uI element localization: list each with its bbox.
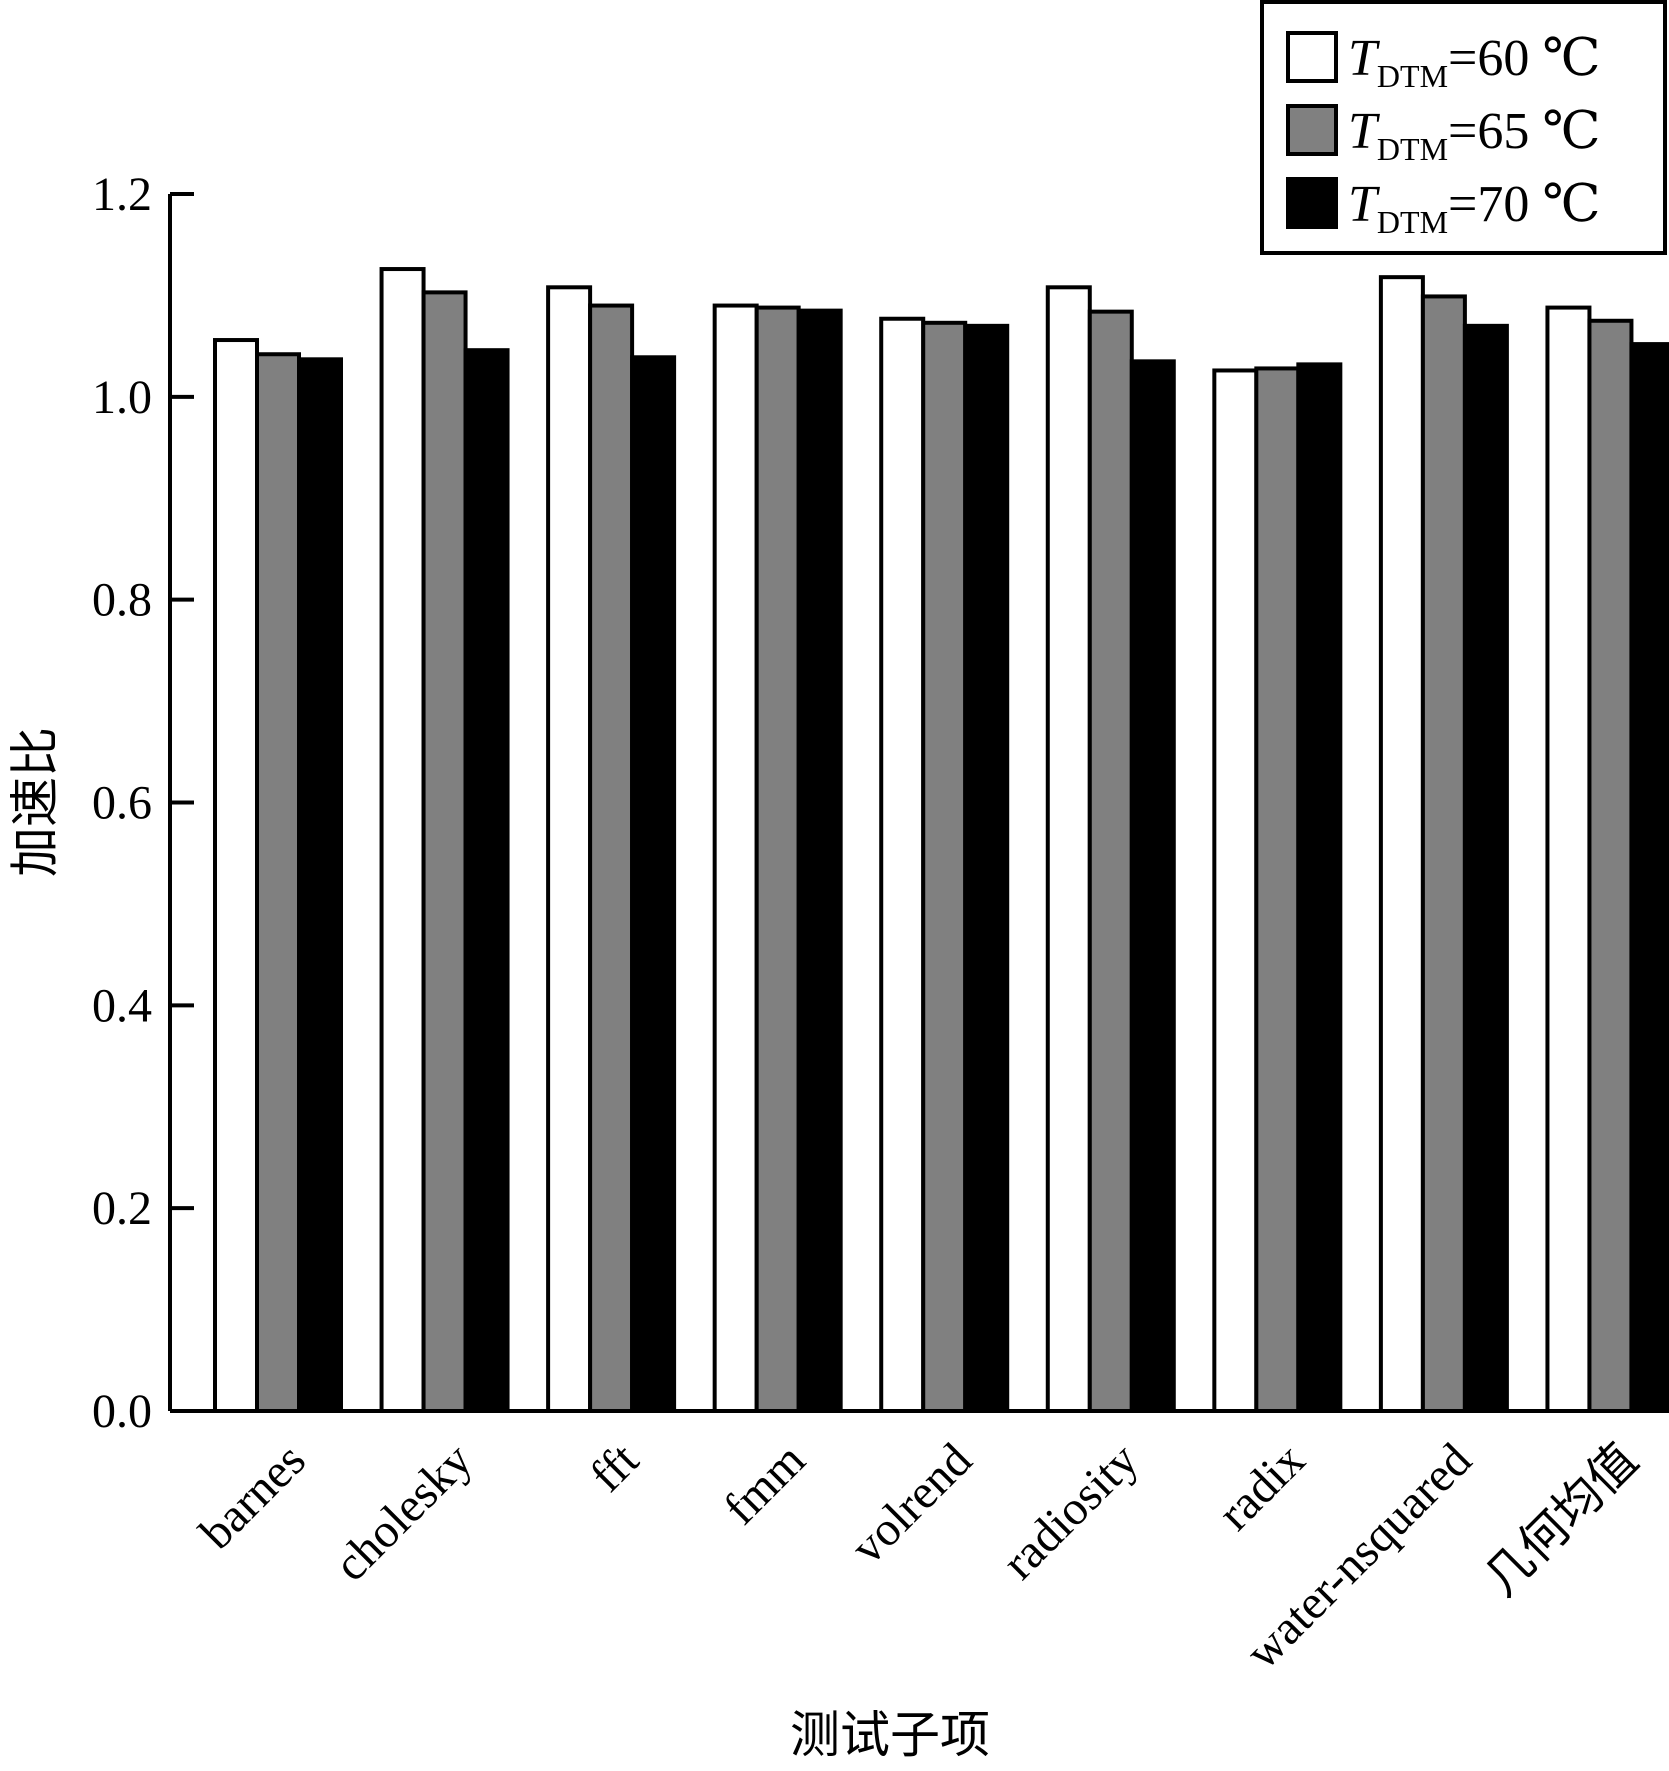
bar <box>379 267 426 1413</box>
legend-subscript: DTM <box>1377 58 1448 94</box>
x-category-label: fft <box>580 1433 649 1502</box>
legend-swatch <box>1286 177 1338 229</box>
y-tick-label: 0.6 <box>92 777 152 830</box>
bar <box>1462 323 1509 1413</box>
bar <box>588 303 635 1413</box>
y-tick-label: 0.2 <box>92 1182 152 1235</box>
y-tick-label: 0.0 <box>92 1385 152 1438</box>
legend-symbol: T <box>1348 30 1380 87</box>
bar <box>1378 275 1425 1414</box>
x-category-label: cholesky <box>324 1433 482 1591</box>
legend-swatch <box>1286 104 1338 156</box>
bar <box>1129 359 1176 1413</box>
legend-swatch <box>1286 31 1338 83</box>
bar <box>255 352 301 1414</box>
legend-value: =70 ℃ <box>1448 176 1601 233</box>
bar <box>546 285 593 1413</box>
y-tick-label: 0.8 <box>92 574 152 627</box>
x-axis-title: 测试子项 <box>790 1706 990 1764</box>
bar <box>630 355 677 1413</box>
y-tick-label: 1.2 <box>92 168 152 221</box>
legend-entry: TDTM=65 ℃ <box>1348 103 1601 167</box>
bar <box>1045 285 1092 1413</box>
bar <box>1545 305 1592 1413</box>
legend-subscript: DTM <box>1377 204 1448 240</box>
bar <box>463 348 510 1414</box>
bar <box>921 320 968 1413</box>
bar <box>1212 368 1259 1414</box>
bar <box>213 338 259 1413</box>
bar <box>1629 342 1669 1413</box>
x-category-label: radiosity <box>992 1433 1148 1589</box>
legend-symbol: T <box>1348 176 1380 233</box>
bar <box>963 323 1010 1413</box>
legend-value: =60 ℃ <box>1448 30 1601 87</box>
bar <box>1587 318 1634 1413</box>
y-ticks: 0.0 0.2 0.4 0.6 0.8 1.0 1.2 <box>92 168 194 1438</box>
bars-layer <box>213 267 1669 1414</box>
bar <box>1296 362 1343 1413</box>
bar <box>1087 309 1134 1414</box>
bar <box>754 305 801 1413</box>
x-category-label: 几何均值 <box>1475 1433 1648 1606</box>
x-category-label: volrend <box>841 1433 982 1574</box>
legend-value: =65 ℃ <box>1448 103 1601 160</box>
bar <box>796 308 843 1414</box>
x-category-labels: barnes cholesky fft fmm volrend radiosity radi… <box>190 1433 1649 1679</box>
bar <box>421 290 468 1414</box>
bar <box>1420 294 1467 1414</box>
y-axis-title: 加速比 <box>6 727 64 877</box>
bar <box>297 357 343 1413</box>
x-category-label: fmm <box>714 1433 816 1535</box>
x-category-label: radix <box>1208 1433 1315 1540</box>
y-tick-label: 0.4 <box>92 979 152 1032</box>
x-category-label: barnes <box>190 1433 316 1559</box>
legend-symbol: T <box>1348 103 1380 160</box>
y-tick-label: 1.0 <box>92 371 152 424</box>
bar <box>712 303 759 1413</box>
legend-entry: TDTM=70 ℃ <box>1348 176 1601 240</box>
bar <box>1254 366 1301 1414</box>
legend-subscript: DTM <box>1377 131 1448 167</box>
bar <box>879 316 926 1413</box>
legend-entry: TDTM=60 ℃ <box>1348 30 1601 94</box>
